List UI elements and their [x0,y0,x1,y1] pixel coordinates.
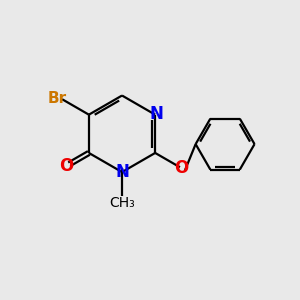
Text: O: O [59,157,73,175]
Text: CH₃: CH₃ [109,196,135,210]
Text: O: O [174,159,188,177]
Text: N: N [149,105,163,123]
Text: N: N [115,163,129,181]
Text: Br: Br [48,91,67,106]
